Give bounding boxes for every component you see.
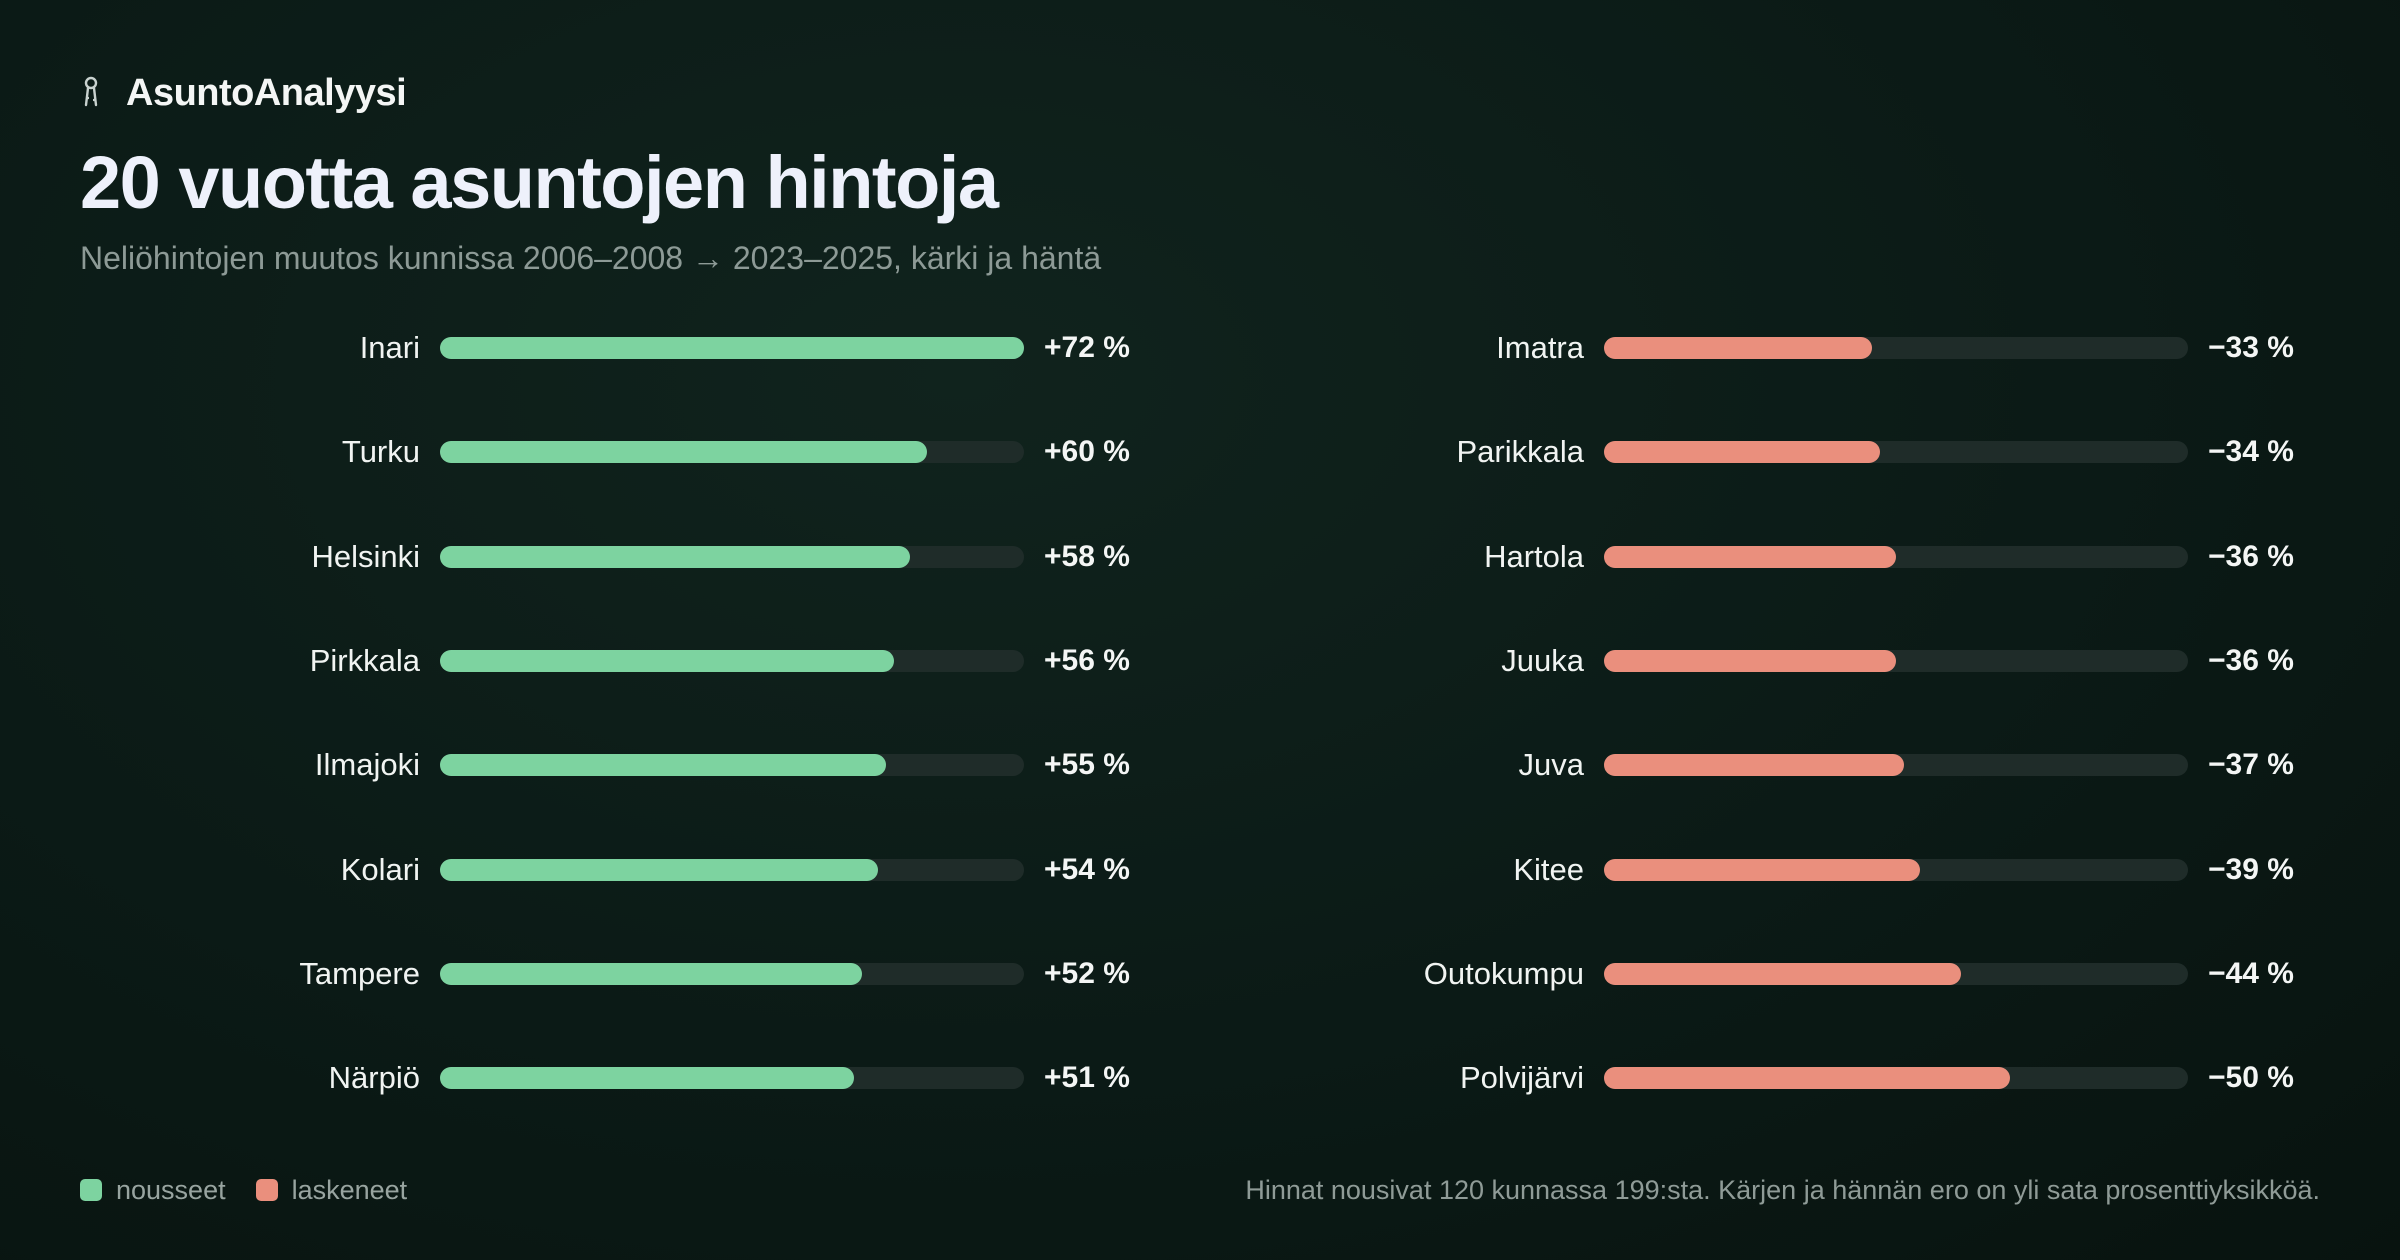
bar bbox=[1604, 649, 1896, 672]
bar-value-label: +72 % bbox=[1044, 331, 1130, 364]
bar-value-label: +55 % bbox=[1044, 748, 1130, 782]
bar bbox=[440, 754, 887, 777]
bar-value-label: −44 % bbox=[2208, 956, 2294, 990]
bar bbox=[440, 1067, 854, 1090]
bar-row: Parikkala −34 % bbox=[1164, 422, 2294, 482]
bar-track bbox=[1604, 441, 2188, 464]
bar-value-label: +54 % bbox=[1044, 852, 1130, 886]
bar-category-label: Närpiö bbox=[328, 1060, 420, 1096]
bar-track bbox=[440, 337, 1024, 359]
bar-category-label: Kolari bbox=[340, 851, 420, 887]
bar-value-label: −36 % bbox=[2208, 643, 2294, 677]
bar bbox=[440, 545, 911, 568]
bar-row: Inari +72 % bbox=[0, 318, 1130, 378]
bar-track bbox=[1604, 337, 2188, 359]
bar-value-label: +56 % bbox=[1044, 643, 1130, 677]
bar-value-label: +60 % bbox=[1044, 435, 1130, 469]
bar-row: Turku +60 % bbox=[0, 422, 1130, 482]
bar bbox=[1604, 962, 1961, 985]
bar-track bbox=[1604, 1067, 2188, 1090]
bar-value-label: −34 % bbox=[2208, 435, 2294, 469]
bar bbox=[440, 441, 927, 464]
legend-swatch-rise bbox=[80, 1179, 102, 1201]
bar-row: Närpiö +51 % bbox=[0, 1048, 1130, 1108]
bar-value-label: +51 % bbox=[1044, 1061, 1130, 1095]
bar-track bbox=[440, 754, 1024, 777]
bar-track bbox=[440, 441, 1024, 464]
bar-row: Imatra −33 % bbox=[1164, 318, 2294, 378]
bar-track bbox=[1604, 962, 2188, 985]
bar-row: Ilmajoki +55 % bbox=[0, 735, 1130, 795]
bar-category-label: Pirkkala bbox=[309, 642, 420, 678]
legend-label-fall: laskeneet bbox=[291, 1174, 408, 1205]
bar-value-label: −37 % bbox=[2208, 748, 2294, 782]
bar-row: Helsinki +58 % bbox=[0, 527, 1129, 587]
bar-track bbox=[1604, 754, 2188, 777]
page-subtitle: Neliöhintojen muutos kunnissa 2006–2008 … bbox=[80, 240, 1102, 276]
bar bbox=[1604, 441, 1880, 464]
legend-item-rise: nousseet bbox=[80, 1175, 226, 1206]
bar-row: Kolari +54 % bbox=[0, 840, 1130, 900]
falling-prices-chart: Imatra −33 % Parikkala −34 % Hartola −36 % Juu… bbox=[1164, 318, 2294, 1098]
bar-row: Tampere +52 % bbox=[0, 944, 1130, 1004]
bar-category-label: Parikkala bbox=[1456, 434, 1585, 470]
bar bbox=[1604, 1067, 2010, 1090]
bar-value-label: −39 % bbox=[2208, 852, 2294, 886]
bar-category-label: Polvijärvi bbox=[1459, 1060, 1584, 1096]
bar-value-label: −33 % bbox=[2208, 331, 2294, 364]
bar-category-label: Imatra bbox=[1496, 330, 1584, 365]
bar-value-label: −36 % bbox=[2208, 539, 2294, 573]
bar-track bbox=[1604, 858, 2188, 881]
bar-value-label: +58 % bbox=[1044, 539, 1130, 573]
bar bbox=[440, 337, 1024, 359]
page-title: 20 vuotta asuntojen hintoja bbox=[80, 141, 999, 224]
bar-row: Kitee −39 % bbox=[1164, 840, 2294, 900]
bar-track bbox=[440, 1067, 1024, 1090]
bar-category-label: Outokumpu bbox=[1423, 955, 1584, 991]
brand-name: AsuntoAnalyysi bbox=[126, 71, 407, 114]
bar-category-label: Juva bbox=[1518, 747, 1584, 783]
bar-track bbox=[440, 858, 1024, 881]
bar-category-label: Kitee bbox=[1513, 851, 1584, 887]
bar bbox=[1604, 337, 1872, 359]
rising-prices-chart: Inari +72 % Turku +60 % Helsinki +58 % Pirkkal… bbox=[0, 318, 1130, 1098]
bar-category-label: Turku bbox=[341, 434, 420, 470]
bar-category-label: Juuka bbox=[1501, 642, 1584, 678]
bar-category-label: Ilmajoki bbox=[314, 747, 420, 783]
bar bbox=[440, 962, 862, 985]
legend-swatch-fall bbox=[255, 1179, 278, 1201]
bar-row: Juuka −36 % bbox=[1164, 631, 2294, 691]
bar-category-label: Hartola bbox=[1484, 538, 1584, 574]
bar-category-label: Helsinki bbox=[311, 538, 420, 574]
legend: nousseet laskeneet bbox=[80, 1170, 407, 1210]
bar bbox=[440, 858, 878, 881]
footnote: Hinnat nousivat 120 kunnassa 199:sta. Kä… bbox=[1245, 1175, 2320, 1205]
bar-category-label: Tampere bbox=[299, 955, 420, 991]
brand: AsuntoAnalyysi bbox=[80, 66, 407, 120]
bar-row: Outokumpu −44 % bbox=[1164, 944, 2294, 1004]
bar-track bbox=[440, 962, 1024, 985]
bar bbox=[1604, 545, 1896, 568]
legend-label-rise: nousseet bbox=[116, 1174, 226, 1205]
bar bbox=[440, 649, 895, 672]
bar-track bbox=[1604, 649, 2188, 672]
bar-value-label: +52 % bbox=[1044, 956, 1130, 990]
bar-track bbox=[1604, 545, 2188, 568]
bar-track bbox=[440, 545, 1024, 568]
bar-row: Hartola −36 % bbox=[1164, 527, 2294, 587]
legend-item-fall: laskeneet bbox=[255, 1174, 408, 1206]
bar bbox=[1604, 858, 1921, 881]
bar-row: Polvijärvi −50 % bbox=[1164, 1048, 2294, 1108]
bar-row: Juva −37 % bbox=[1164, 735, 2294, 795]
bar-row: Pirkkala +56 % bbox=[0, 631, 1130, 691]
bar bbox=[1604, 754, 1905, 777]
bar-track bbox=[440, 649, 1024, 672]
keys-icon bbox=[84, 76, 98, 107]
bar-category-label: Inari bbox=[359, 330, 420, 365]
bar-value-label: −50 % bbox=[2208, 1061, 2294, 1095]
